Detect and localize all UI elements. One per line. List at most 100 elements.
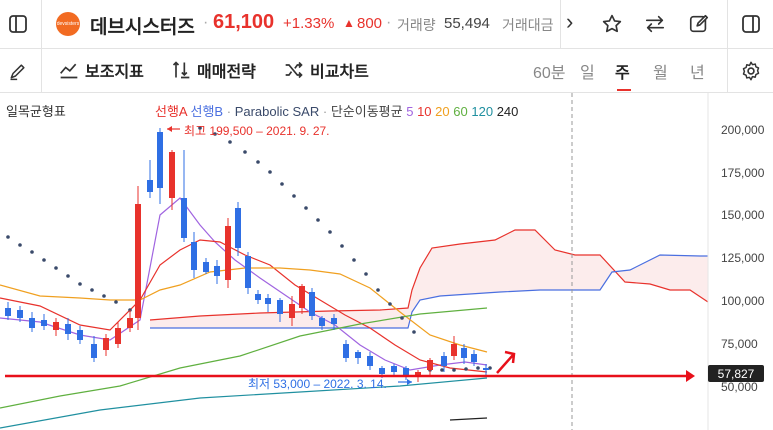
candle-body [41,320,47,326]
chart-toolbar [0,48,773,93]
psar-dot [66,274,70,278]
indicators-button[interactable]: 보조지표 [59,59,144,81]
separator-dot: · [386,14,392,31]
swap-arrows-icon [645,15,665,33]
candle-body [157,132,163,188]
psar-dot [364,272,368,276]
header-divider [727,0,728,48]
strategy-icon [172,61,190,79]
moving-averages [0,197,488,429]
candle-body [391,366,397,372]
candle-body [103,338,109,350]
y-axis-label: 125,000 [721,251,765,265]
sidebar-toggle-button[interactable] [4,10,32,38]
psar-dot [440,368,444,372]
psar-dot [476,366,480,370]
psar-dot [243,150,247,154]
chart-settings-button[interactable] [738,58,764,84]
psar-dot [256,160,260,164]
change-amount: 800 [357,15,383,32]
header-divider [41,0,42,48]
favorite-button[interactable] [598,10,626,38]
candle-body [255,294,261,300]
support-line [5,370,695,382]
drawing-tool-button[interactable] [5,58,31,84]
period-year[interactable]: 년 [690,65,705,82]
panel-icon [742,15,760,33]
period-60min[interactable]: 60분 [533,65,566,82]
psar-dot [452,368,456,372]
edit-button[interactable] [685,10,713,38]
candle-body [225,226,231,280]
psar-dot [280,182,284,186]
candle-body [289,304,295,318]
chart-legend: 선행A 선행B · Parabolic SAR · 단순이동평균 5 10 20… [155,101,518,120]
span-b-line [150,254,708,329]
period-day[interactable]: 일 [580,65,595,82]
candle-body [265,298,271,304]
scroll-right-arrow[interactable]: › [566,9,574,34]
candle-body [53,322,59,330]
candle-body [441,356,447,366]
psar-dot [412,330,416,334]
compare-chart-button[interactable]: 비교차트 [284,59,369,81]
active-period-indicator [617,89,631,91]
legend-psar[interactable]: Parabolic SAR [234,104,320,119]
cloud-fill [150,230,708,328]
psar-dot [304,206,308,210]
psar-dot [198,126,202,130]
candle-body [403,368,409,376]
candle-body [191,242,197,270]
right-panel-toggle-button[interactable] [737,10,765,38]
psar-dot [114,300,118,304]
psar-dot [292,194,296,198]
stock-name[interactable]: 데브시스터즈 [90,17,195,38]
trade-amount-label: 거래대금 [502,17,554,33]
gear-icon [742,61,760,81]
candle-body [309,292,315,316]
legend-ma20: 20 [435,104,450,119]
psar-dot [54,266,58,270]
ichimoku-indicator-label[interactable]: 일목균형표 [6,104,66,119]
y-axis-label: 100,000 [721,294,765,308]
y-axis-label: 175,000 [721,166,765,180]
toolbar-divider [41,48,42,92]
volume-label: 거래량 [397,17,436,33]
current-price: 61,100 [213,11,275,33]
psar-dot [228,140,232,144]
psar-dot [90,288,94,292]
period-week[interactable]: 주 [615,65,630,82]
stock-header [0,0,773,49]
legend-dot: · [226,104,232,119]
candle-body [203,262,209,272]
period-month[interactable]: 월 [653,65,668,82]
y-axis-label: 200,000 [721,123,765,137]
candle-body [147,180,153,192]
legend-span-a[interactable]: 선행A [155,104,187,119]
psar-dot [340,244,344,248]
strategy-button[interactable]: 매매전략 [171,59,256,81]
candle-body [379,368,385,374]
psar-dot [316,218,320,222]
psar-dot [388,302,392,306]
psar-dot [213,132,217,136]
compare-swap-button[interactable] [641,10,669,38]
legend-span-b[interactable]: 선행B [190,104,224,119]
header-divider [560,0,561,48]
psar-dot [268,170,272,174]
legend-ma-label[interactable]: 단순이동평균 [330,104,403,119]
low-annotation: 최저 53,000 – 2022. 3. 14. [248,377,387,391]
ichimoku-cloud [149,229,709,329]
price-chart[interactable] [0,93,773,430]
candle-body [181,198,187,238]
psar-dot [400,316,404,320]
pen-icon [10,64,25,81]
psar-dot [328,230,332,234]
psar-dot [78,282,82,286]
psar-dot [42,258,46,262]
sidebar-icon [9,15,27,33]
candle-body [245,256,251,288]
candle-body [427,360,433,370]
candle-body [214,266,220,276]
separator-dot: · [203,14,209,31]
